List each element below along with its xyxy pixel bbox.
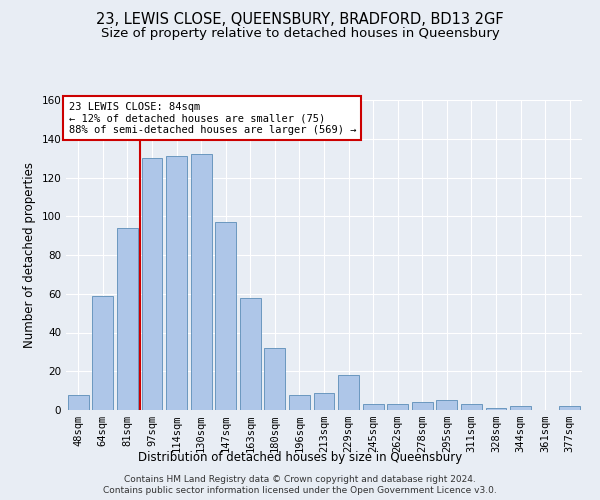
Bar xyxy=(92,296,113,410)
Bar xyxy=(68,394,89,410)
Text: Distribution of detached houses by size in Queensbury: Distribution of detached houses by size … xyxy=(138,451,462,464)
Bar xyxy=(215,222,236,410)
Text: 23, LEWIS CLOSE, QUEENSBURY, BRADFORD, BD13 2GF: 23, LEWIS CLOSE, QUEENSBURY, BRADFORD, B… xyxy=(96,12,504,28)
Bar xyxy=(289,394,310,410)
Bar xyxy=(338,375,359,410)
Bar xyxy=(485,408,506,410)
Bar xyxy=(559,406,580,410)
Text: Contains HM Land Registry data © Crown copyright and database right 2024.: Contains HM Land Registry data © Crown c… xyxy=(124,475,476,484)
Bar xyxy=(191,154,212,410)
Bar xyxy=(412,402,433,410)
Text: Size of property relative to detached houses in Queensbury: Size of property relative to detached ho… xyxy=(101,28,499,40)
Bar xyxy=(240,298,261,410)
Bar xyxy=(314,392,334,410)
Bar xyxy=(117,228,138,410)
Bar xyxy=(166,156,187,410)
Bar xyxy=(265,348,286,410)
Bar xyxy=(436,400,457,410)
Bar xyxy=(362,404,383,410)
Bar xyxy=(510,406,531,410)
Bar xyxy=(461,404,482,410)
Bar xyxy=(387,404,408,410)
Y-axis label: Number of detached properties: Number of detached properties xyxy=(23,162,36,348)
Bar xyxy=(142,158,163,410)
Text: 23 LEWIS CLOSE: 84sqm
← 12% of detached houses are smaller (75)
88% of semi-deta: 23 LEWIS CLOSE: 84sqm ← 12% of detached … xyxy=(68,102,356,134)
Text: Contains public sector information licensed under the Open Government Licence v3: Contains public sector information licen… xyxy=(103,486,497,495)
